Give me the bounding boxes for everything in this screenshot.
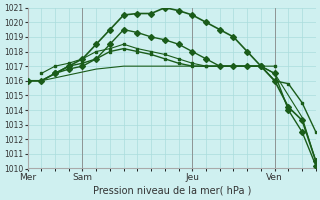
X-axis label: Pression niveau de la mer( hPa ): Pression niveau de la mer( hPa ) — [92, 186, 251, 196]
